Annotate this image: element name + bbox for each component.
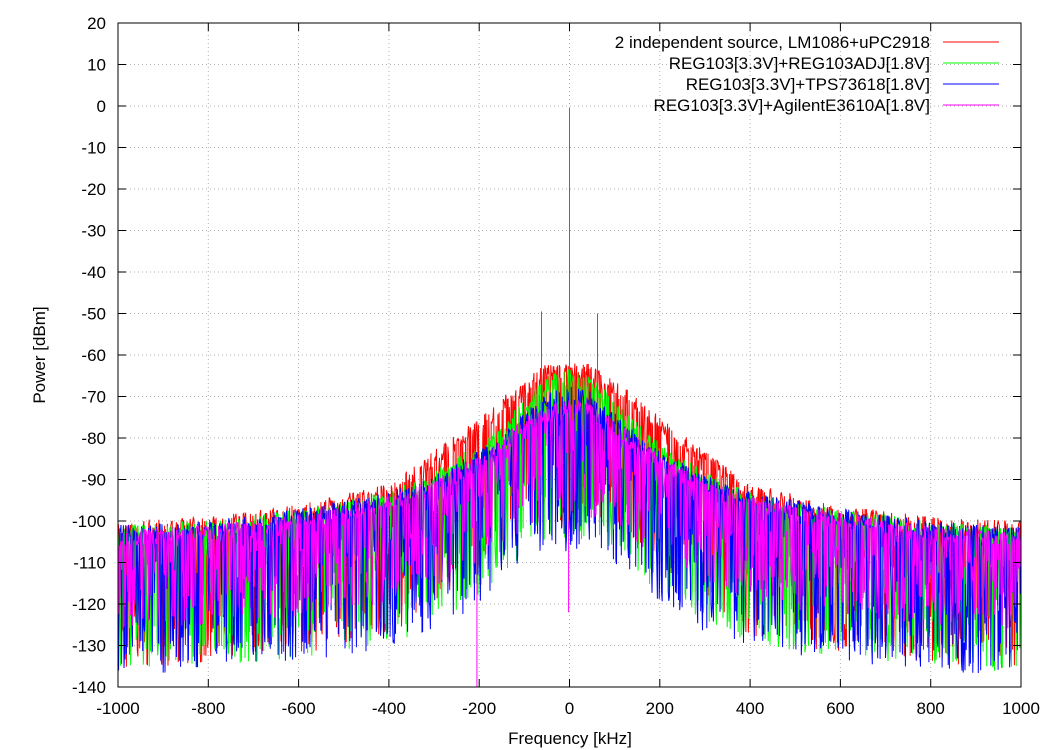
y-tick-label: -110 [73,554,106,573]
x-tick-label: 800 [917,699,945,718]
y-axis-label: Power [dBm] [30,306,49,403]
legend-label: REG103[3.3V]+TPS73618[1.8V] [686,75,930,94]
series-line [118,386,1021,674]
x-tick-label: 200 [646,699,674,718]
y-tick-label: -130 [72,637,106,656]
series-layer [118,108,1021,687]
ticks: -1000 -800 -600 -400 -200 0 200 400 600 800 1000-1… [72,14,1040,718]
y-tick-label: -30 [81,222,106,241]
y-tick-label: -90 [81,471,106,490]
x-tick-label: -800 [191,699,225,718]
y-tick-label: -100 [72,512,106,531]
x-tick-label: 1000 [1002,699,1040,718]
y-tick-label: -10 [81,139,106,158]
legend: 2 independent source, LM1086+uPC2918 REG1… [615,33,999,115]
x-tick-label: -200 [462,699,496,718]
legend-label: REG103[3.3V]+REG103ADJ[1.8V] [669,54,930,73]
legend-label: 2 independent source, LM1086+uPC2918 [615,33,930,52]
x-tick-label: -1000 [96,699,139,718]
y-tick-label: -50 [81,305,106,324]
y-tick-label: -80 [81,429,106,448]
y-tick-label: -70 [81,388,106,407]
y-tick-label: -120 [72,595,106,614]
x-axis-label: Frequency [kHz] [508,729,632,748]
y-tick-label: -60 [81,346,106,365]
x-tick-label: -400 [372,699,406,718]
x-tick-label: 400 [736,699,764,718]
y-tick-label: -140 [72,678,106,697]
x-tick-label: 0 [565,699,574,718]
legend-label: REG103[3.3V]+AgilentE3610A[1.8V] [654,96,930,115]
x-tick-label: -600 [282,699,316,718]
y-tick-label: 0 [97,97,106,116]
y-tick-label: 10 [87,56,106,75]
x-tick-label: 600 [826,699,854,718]
y-tick-label: -40 [81,263,106,282]
y-tick-label: -20 [81,180,106,199]
y-tick-label: 20 [87,14,106,33]
